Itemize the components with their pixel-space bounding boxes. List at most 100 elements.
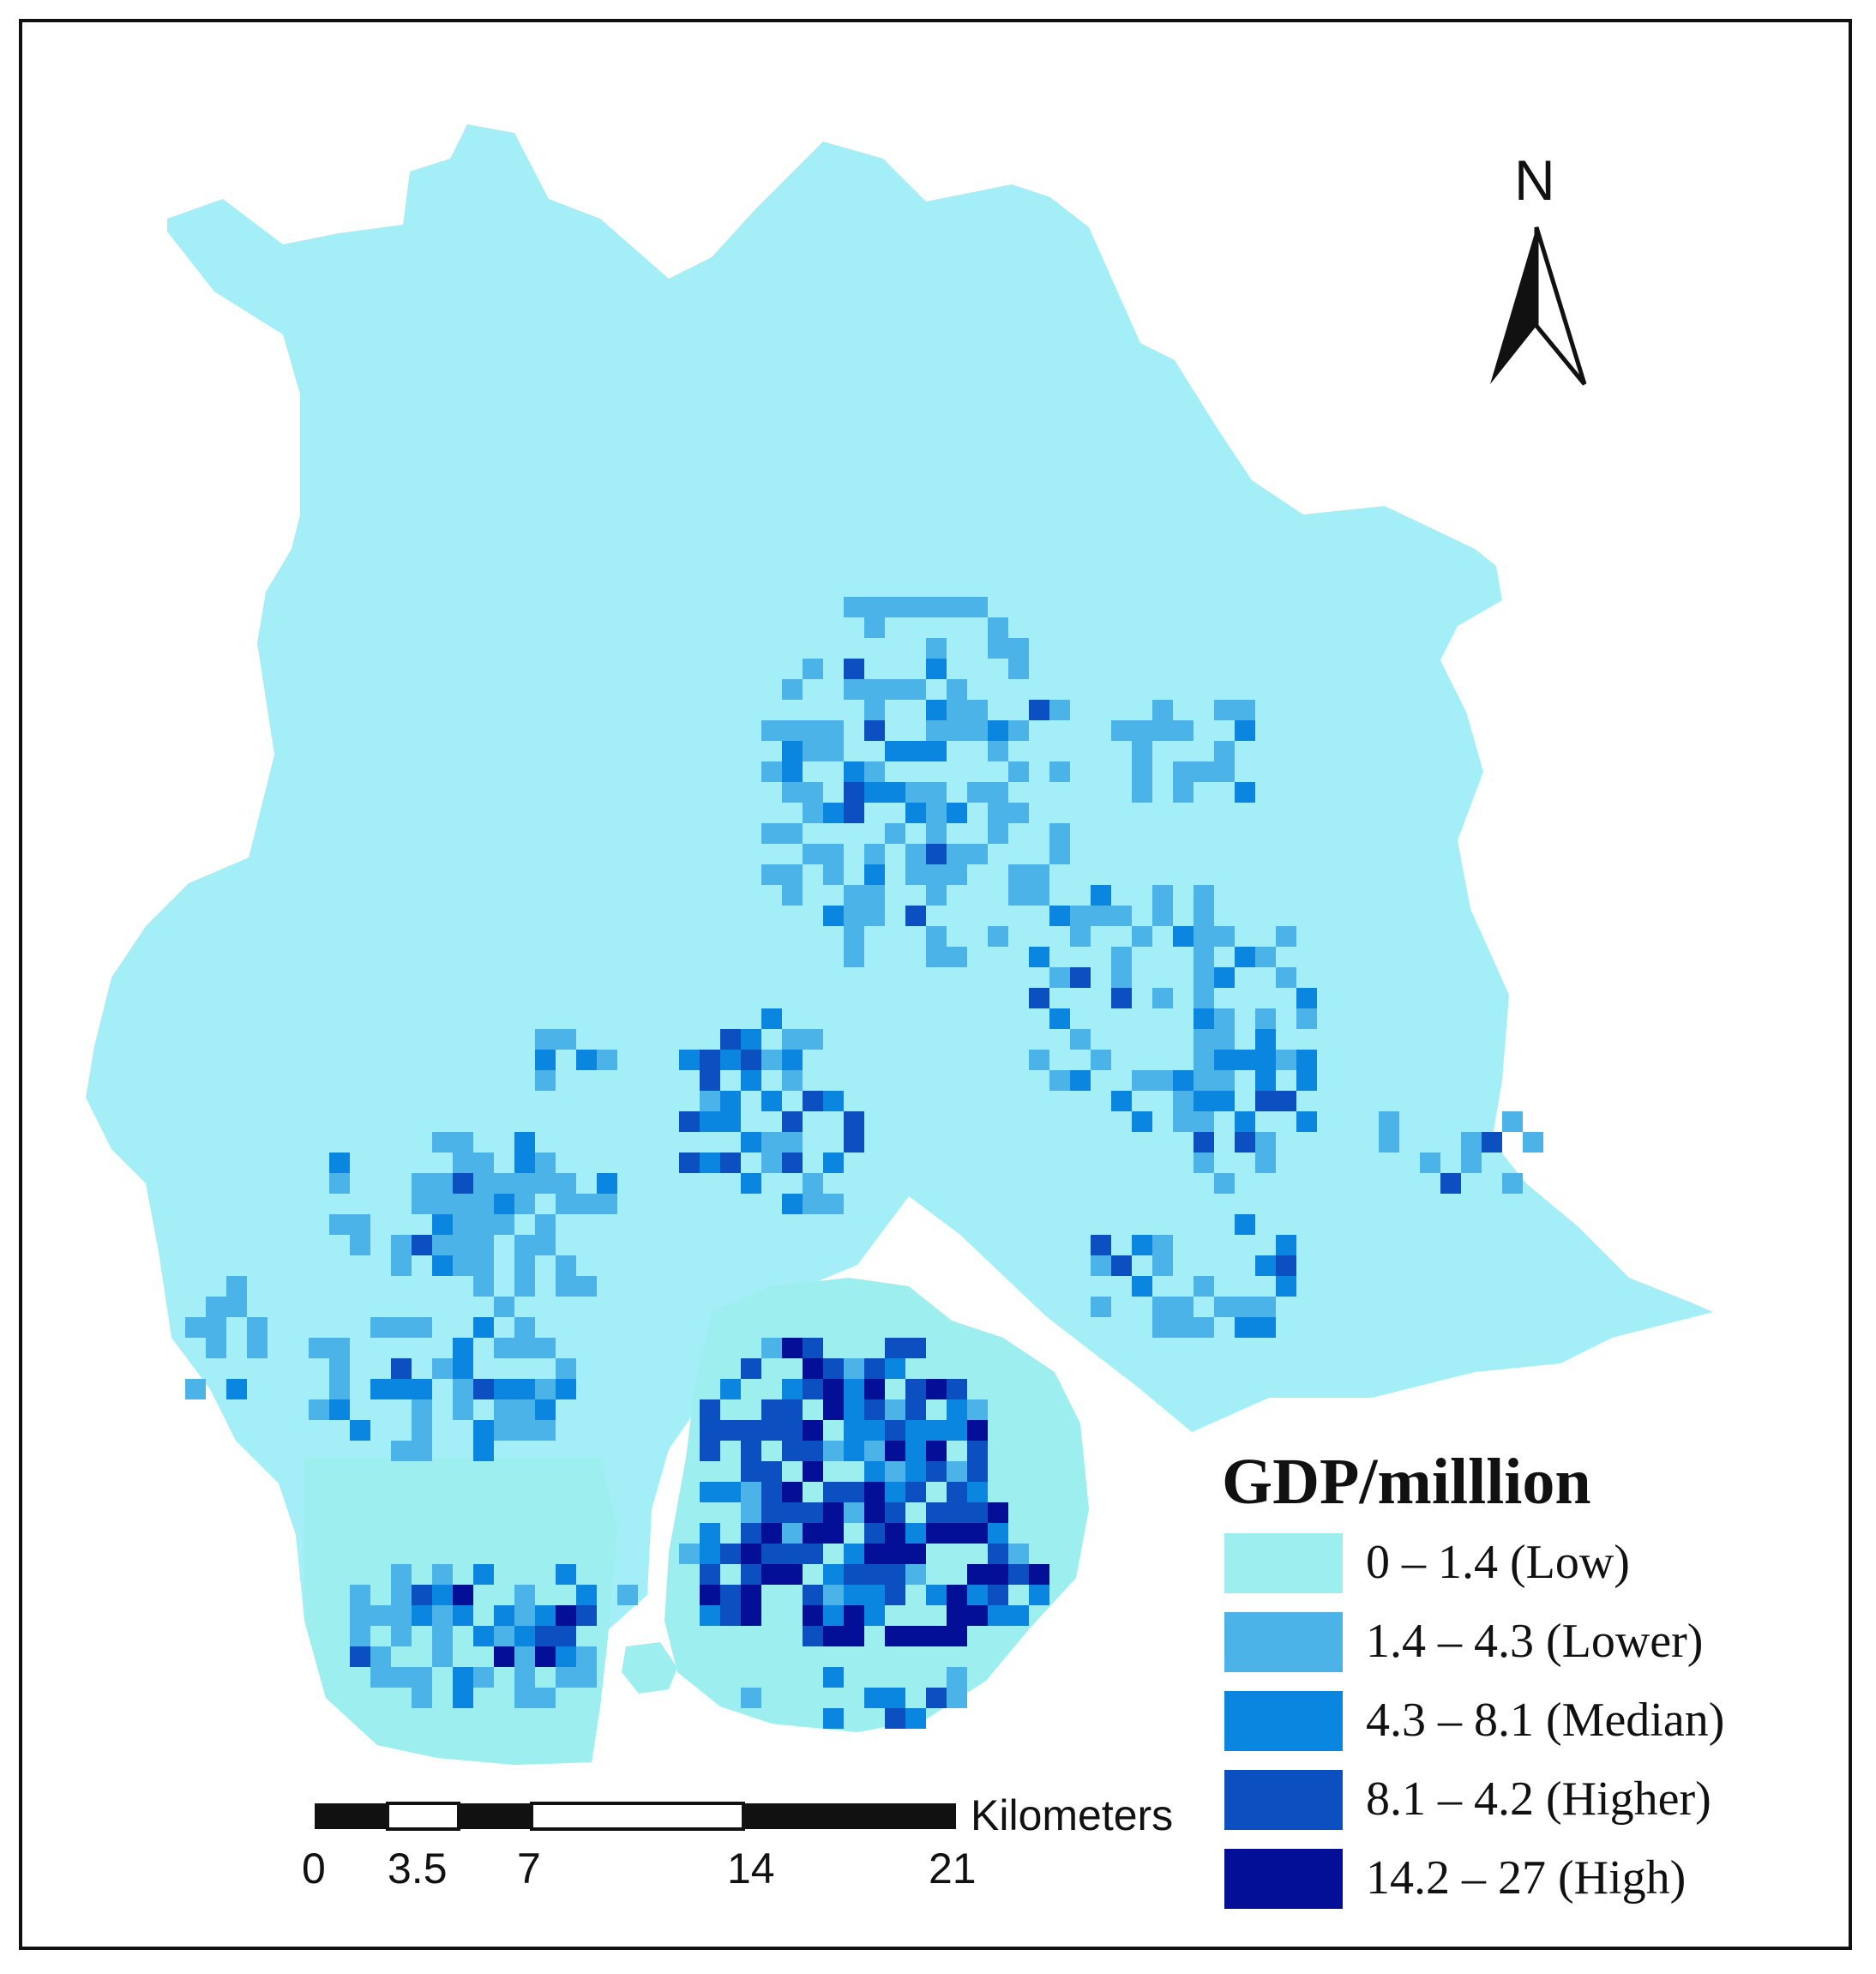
gdp-cell <box>453 1153 473 1173</box>
gdp-cell <box>1214 926 1235 947</box>
gdp-cell <box>700 1399 720 1420</box>
gdp-cell <box>350 1214 370 1235</box>
gdp-cell <box>988 741 1008 761</box>
gdp-cell <box>1194 761 1214 782</box>
gdp-cell <box>885 1523 905 1544</box>
gdp-cell <box>1152 1317 1173 1338</box>
gdp-cell <box>1049 844 1070 864</box>
gdp-cell <box>803 1605 823 1626</box>
gdp-cell <box>329 1399 350 1420</box>
gdp-cell <box>885 1688 905 1708</box>
gdp-cell <box>864 1379 885 1399</box>
scale-seg-5 <box>743 1803 956 1829</box>
gdp-cell <box>864 679 885 700</box>
gdp-cell <box>741 1441 761 1461</box>
gdp-cell <box>823 1523 844 1544</box>
gdp-cell <box>885 597 905 617</box>
gdp-cell <box>823 1585 844 1605</box>
gdp-cell <box>905 1564 926 1585</box>
gdp-cell <box>617 1585 638 1605</box>
gdp-cell <box>1255 1317 1276 1338</box>
gdp-cell <box>556 1667 576 1688</box>
gdp-cell <box>247 1338 268 1358</box>
gdp-cell <box>1173 926 1194 947</box>
gdp-cell <box>926 1626 947 1646</box>
gdp-cell <box>329 1379 350 1399</box>
gdp-cell <box>967 1399 988 1420</box>
gdp-cell <box>1502 1173 1523 1194</box>
gdp-cell <box>947 1399 967 1420</box>
gdp-cell <box>679 1153 700 1173</box>
gdp-cell <box>1091 1050 1111 1070</box>
gdp-cell <box>1049 906 1070 926</box>
gdp-cell <box>432 1585 453 1605</box>
gdp-cell <box>1029 864 1049 885</box>
gdp-cell <box>782 1029 803 1050</box>
gdp-cell <box>1214 1050 1235 1070</box>
gdp-cell <box>761 1338 782 1358</box>
gdp-cell <box>226 1297 247 1317</box>
gdp-cell <box>947 1523 967 1544</box>
gdp-cell <box>556 1029 576 1050</box>
gdp-cell <box>350 1585 370 1605</box>
gdp-cell <box>1132 926 1152 947</box>
gdp-cell <box>370 1646 391 1667</box>
gdp-cell <box>432 1564 453 1585</box>
legend-item-median: 4.3 – 8.1 (Median) <box>1224 1691 1825 1770</box>
gdp-cell <box>1070 1070 1091 1091</box>
gdp-cell <box>988 926 1008 947</box>
gdp-cell <box>761 864 782 885</box>
scale-tick-3: 14 <box>727 1845 775 1893</box>
gdp-cell <box>206 1338 226 1358</box>
gdp-cell <box>556 1173 576 1194</box>
gdp-cell <box>864 782 885 803</box>
gdp-cell <box>823 1482 844 1502</box>
gdp-cell <box>864 1358 885 1379</box>
gdp-cell <box>391 1626 412 1646</box>
gdp-cell <box>844 1379 864 1399</box>
gdp-cell <box>453 1132 473 1153</box>
gdp-cell <box>885 741 905 761</box>
gdp-cell <box>1111 906 1132 926</box>
gdp-cell <box>905 782 926 803</box>
gdp-cell <box>309 1338 329 1358</box>
gdp-cell <box>844 1605 864 1626</box>
gdp-cell <box>391 1564 412 1585</box>
gdp-cell <box>864 617 885 638</box>
gdp-cell <box>720 1605 741 1626</box>
gdp-cell <box>1008 1605 1029 1626</box>
gdp-cell <box>967 1585 988 1605</box>
gdp-cell <box>926 803 947 823</box>
gdp-cell <box>885 1420 905 1441</box>
gdp-cell <box>494 1626 514 1646</box>
gdp-cell <box>391 1358 412 1379</box>
gdp-cell <box>1194 1111 1214 1132</box>
gdp-cell <box>782 720 803 741</box>
gdp-cell <box>494 1399 514 1420</box>
gdp-cell <box>535 1420 556 1441</box>
scale-unit-label: Kilometers <box>971 1791 1174 1839</box>
gdp-cell <box>926 1461 947 1482</box>
gdp-cell <box>1008 720 1029 741</box>
gdp-cell <box>514 1667 535 1688</box>
legend-label-lower: 1.4 – 4.3 (Lower) <box>1366 1615 1704 1668</box>
gdp-cell <box>823 1379 844 1399</box>
gdp-cell <box>1152 1070 1173 1091</box>
gdp-cell <box>988 782 1008 803</box>
gdp-cell <box>905 803 926 823</box>
gdp-cell <box>864 1502 885 1523</box>
gdp-cell <box>1029 1585 1049 1605</box>
gdp-cell <box>391 1255 412 1276</box>
gdp-cell <box>1461 1153 1482 1173</box>
gdp-cell <box>926 885 947 906</box>
gdp-cell <box>494 1194 514 1214</box>
gdp-cell <box>1049 700 1070 720</box>
gdp-cell <box>761 720 782 741</box>
gdp-cell <box>988 720 1008 741</box>
gdp-cell <box>864 700 885 720</box>
gdp-cell <box>947 1461 967 1482</box>
gdp-cell <box>803 1585 823 1605</box>
gdp-cell <box>1008 659 1029 679</box>
gdp-cell <box>803 1379 823 1399</box>
gdp-cell <box>700 1523 720 1544</box>
